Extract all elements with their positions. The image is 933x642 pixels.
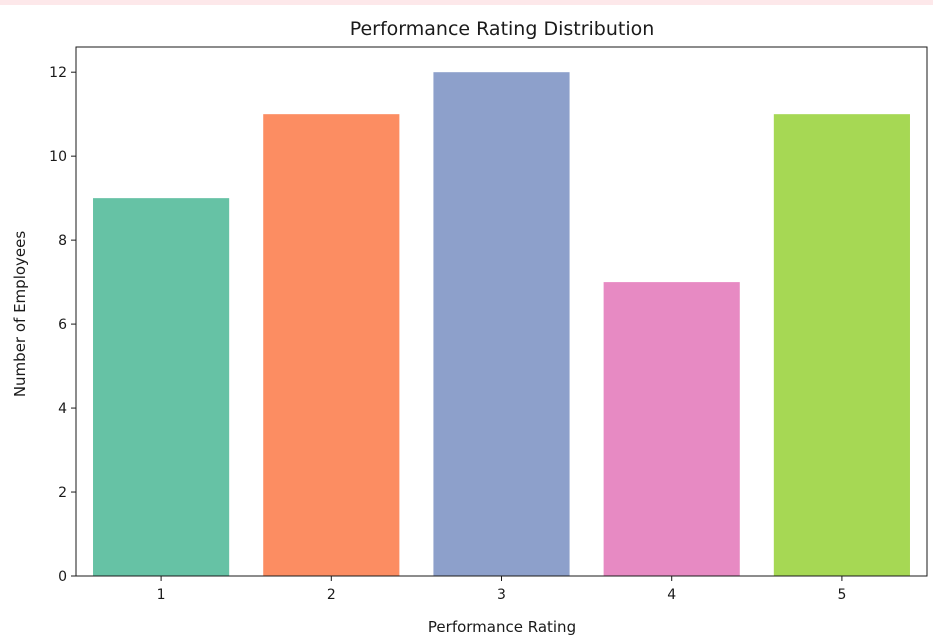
x-tick-label: 5 <box>837 587 846 603</box>
y-axis-label: Number of Employees <box>11 231 29 398</box>
y-tick-label: 10 <box>49 149 67 165</box>
bar-3 <box>433 72 570 576</box>
x-tick-label: 4 <box>667 587 676 603</box>
top-strip <box>0 0 933 5</box>
x-tick-label: 3 <box>497 587 506 603</box>
bar-4 <box>603 282 740 576</box>
y-tick-label: 6 <box>58 317 67 333</box>
y-tick-label: 2 <box>58 485 67 501</box>
y-tick-label: 0 <box>58 569 67 585</box>
x-axis-label: Performance Rating <box>428 618 576 636</box>
bar-2 <box>263 114 400 576</box>
bar-1 <box>93 198 230 576</box>
chart-title: Performance Rating Distribution <box>350 18 655 40</box>
x-tick-label: 1 <box>157 587 166 603</box>
bar-5 <box>773 114 910 576</box>
y-tick-label: 4 <box>58 401 67 417</box>
y-tick-label: 8 <box>58 233 67 249</box>
y-tick-label: 12 <box>49 65 67 81</box>
x-tick-label: 2 <box>327 587 336 603</box>
